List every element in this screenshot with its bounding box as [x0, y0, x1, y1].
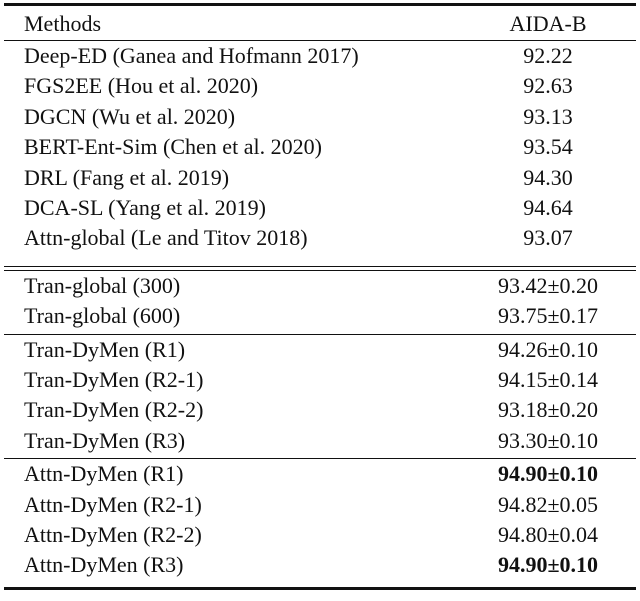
- method-cell: Deep-ED (Ganea and Hofmann 2017): [24, 43, 359, 68]
- group-rule: [4, 333, 636, 335]
- double-rule: [4, 269, 636, 271]
- score-cell: 94.30: [523, 164, 573, 190]
- header-score: AIDA-B: [509, 11, 587, 36]
- score-cell: 93.30±0.10: [497, 427, 599, 453]
- method-cell: FGS2EE (Hou et al. 2020): [24, 73, 259, 99]
- method-cell: Attn-DyMen (R1): [24, 461, 184, 487]
- score-cell: 92.22: [523, 43, 573, 68]
- method-cell: DCA-SL (Yang et al. 2019): [24, 195, 266, 220]
- score-cell: 93.18±0.20: [497, 397, 599, 423]
- score-cell: 92.63: [523, 73, 573, 99]
- method-cell: Tran-DyMen (R3): [24, 427, 186, 453]
- method-cell: BERT-Ent-Sim (Chen et al. 2020): [24, 134, 322, 160]
- method-cell: DRL (Fang et al. 2019): [24, 164, 230, 190]
- score-cell: 93.07: [523, 225, 573, 251]
- score-cell: 94.82±0.05: [497, 491, 599, 517]
- method-cell: Attn-DyMen (R2-2): [24, 522, 202, 547]
- method-cell: Tran-global (600): [24, 303, 181, 329]
- score-cell: 93.54: [523, 134, 573, 160]
- score-cell: 94.15±0.14: [497, 367, 599, 392]
- method-cell: Attn-global (Le and Titov 2018): [24, 225, 308, 251]
- method-cell: DGCN (Wu et al. 2020): [24, 103, 236, 129]
- method-cell: Attn-DyMen (R2-1): [24, 491, 202, 517]
- top-rule: [4, 3, 636, 6]
- score-cell: 94.90±0.10: [497, 461, 599, 487]
- score-cell: 94.90±0.10: [497, 552, 599, 578]
- score-cell: 94.64: [523, 195, 573, 220]
- score-cell: 93.42±0.20: [497, 272, 599, 298]
- header-method: Methods: [24, 11, 101, 36]
- group-rule: [4, 458, 636, 460]
- header-rule: [4, 40, 636, 41]
- method-cell: Attn-DyMen (R3): [24, 552, 184, 578]
- score-cell: 94.80±0.04: [497, 522, 599, 547]
- method-cell: Tran-global (300): [24, 272, 181, 298]
- score-cell: 93.13: [523, 103, 573, 129]
- method-cell: Tran-DyMen (R1): [24, 336, 186, 362]
- score-cell: 93.75±0.17: [497, 303, 599, 329]
- bottom-rule: [4, 586, 636, 590]
- method-cell: Tran-DyMen (R2-1): [24, 367, 204, 392]
- double-rule: [4, 265, 636, 267]
- method-cell: Tran-DyMen (R2-2): [24, 397, 204, 423]
- score-cell: 94.26±0.10: [497, 336, 599, 362]
